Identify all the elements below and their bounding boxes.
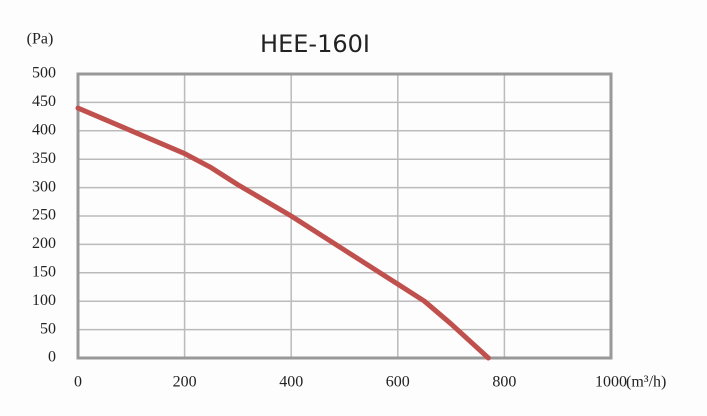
y-tick-label: 500 (32, 65, 56, 82)
data-line (75, 105, 491, 361)
x-tick-label: 800 (492, 374, 516, 391)
x-tick-label: 200 (173, 374, 197, 391)
y-tick-label: 300 (32, 178, 56, 195)
chart-title: HEE-160I (260, 30, 370, 58)
plot-frame (76, 72, 613, 360)
y-tick-label: 200 (32, 235, 56, 252)
y-tick-label: 350 (32, 150, 56, 167)
x-axis-label: (m³/h) (626, 374, 666, 391)
x-tick-label: 400 (279, 374, 303, 391)
y-tick-label: 250 (32, 207, 56, 224)
y-tick-label: 150 (32, 263, 56, 280)
y-tick-label: 400 (32, 121, 56, 138)
y-axis-label: (Pa) (27, 31, 54, 48)
y-tick-label: 100 (32, 292, 56, 309)
x-tick-label: 0 (74, 374, 82, 391)
y-tick-label: 0 (48, 349, 56, 366)
x-tick-label: 1000 (595, 374, 627, 391)
y-tick-label: 450 (32, 93, 56, 110)
y-tick-label: 50 (40, 320, 56, 337)
x-tick-label: 600 (386, 374, 410, 391)
